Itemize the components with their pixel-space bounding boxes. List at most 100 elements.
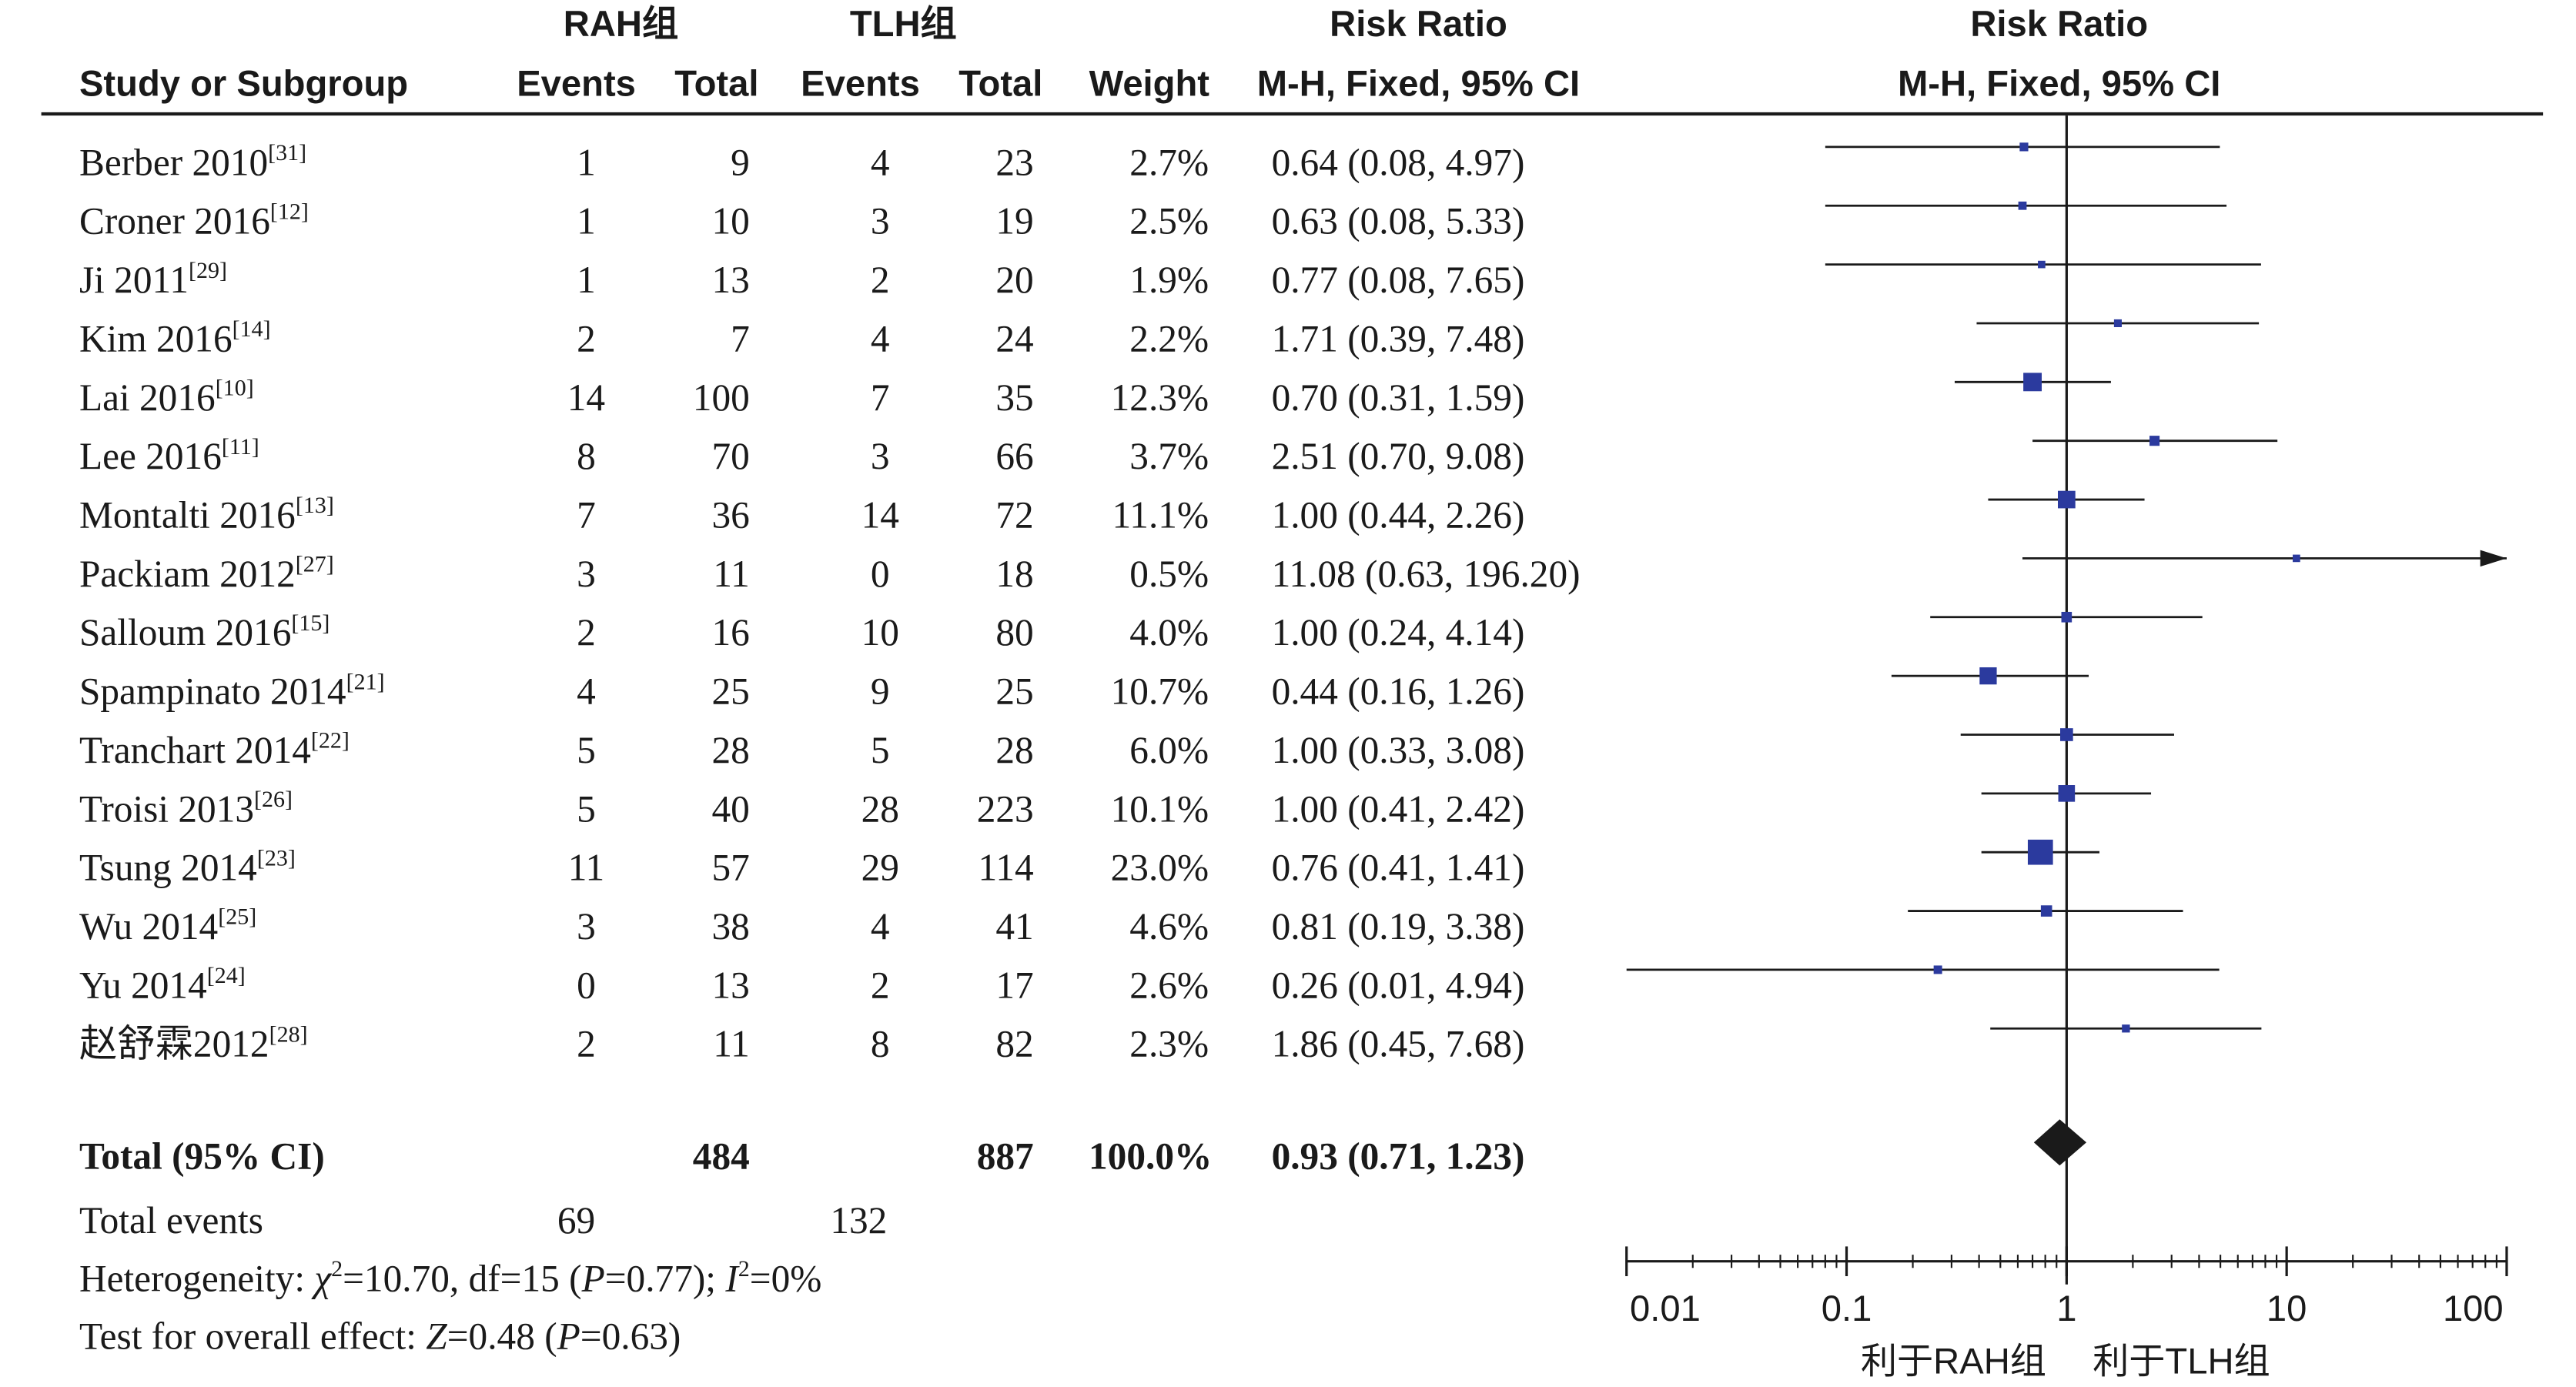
study-marker	[1960, 728, 2174, 741]
total2-cell: 17	[995, 964, 1033, 1006]
study-name: Troisi 2013[26]	[79, 787, 293, 830]
events2-cell: 2	[871, 259, 890, 301]
study-marker	[1976, 319, 2260, 328]
events1-cell: 2	[577, 317, 596, 359]
events2-cell: 4	[871, 905, 890, 948]
events2-cell: 0	[871, 553, 890, 595]
study-name: Tranchart 2014[22]	[79, 728, 350, 771]
table-row: Tranchart 2014[22] 5 28 5 28 6.0% 1.00 (0.33, …	[79, 728, 1524, 771]
weight-cell: 23.0%	[1111, 847, 1209, 889]
weight-cell: 10.1%	[1111, 787, 1209, 830]
point-estimate	[2038, 260, 2046, 269]
study-name-text: Ji 2011	[79, 259, 189, 301]
weight-cell: 4.6%	[1129, 905, 1209, 948]
study-reference: [22]	[311, 728, 350, 754]
study-name-text: Croner 2016	[79, 200, 270, 242]
table-row: Lee 2016[11] 8 70 3 66 3.7% 2.51 (0.70, 9.08)	[79, 434, 1524, 477]
study-marker	[1626, 965, 2220, 974]
study-reference: [28]	[269, 1021, 308, 1047]
total2-cell: 28	[995, 729, 1033, 771]
total1-cell: 36	[711, 494, 749, 536]
total-events-label: Total events	[79, 1199, 263, 1242]
study-marker	[2022, 550, 2507, 567]
total-label: Total (95% CI)	[79, 1135, 325, 1178]
study-name: Tsung 2014[23]	[79, 845, 296, 888]
study-reference: [10]	[216, 375, 254, 400]
study-reference: [24]	[207, 963, 246, 988]
study-marker	[1988, 490, 2145, 509]
study-reference: [27]	[296, 552, 334, 577]
total2-cell: 223	[977, 787, 1034, 830]
total2-cell: 19	[995, 200, 1033, 242]
events1-cell: 0	[577, 964, 596, 1006]
point-estimate	[2019, 142, 2029, 152]
point-estimate	[2023, 373, 2042, 392]
study-name: Yu 2014[24]	[79, 963, 246, 1006]
study-marker	[2032, 436, 2278, 446]
study-marker	[1954, 373, 2111, 392]
table-row: Packiam 2012[27] 3 11 0 18 0.5% 11.08 (0.63, 1…	[79, 552, 1581, 595]
study-name: Lee 2016[11]	[79, 434, 259, 477]
total2-cell: 66	[995, 435, 1033, 477]
weight-cell: 6.0%	[1129, 729, 1209, 771]
study-name: Wu 2014[25]	[79, 904, 256, 948]
study-reference: [26]	[254, 787, 293, 812]
study-reference: [21]	[346, 669, 385, 694]
point-estimate	[2058, 785, 2076, 802]
study-name-text: 赵舒霖2012	[79, 1023, 269, 1065]
total1-cell: 10	[711, 200, 749, 242]
x-tick-label: 0.1	[1822, 1288, 1872, 1329]
total2-cell: 41	[995, 905, 1033, 948]
rr-method-right: M-H, Fixed, 95% CI	[1898, 62, 2220, 103]
table-row: Montalti 2016[13] 7 36 14 72 11.1% 1.00 (0.44,…	[79, 493, 1524, 536]
study-name: Berber 2010[31]	[79, 140, 306, 183]
total2-header: Total	[958, 62, 1042, 103]
total1-header: Total	[674, 62, 758, 103]
events1-cell: 7	[577, 494, 596, 536]
rr-title-left: Risk Ratio	[1330, 3, 1507, 44]
events1-cell: 3	[577, 553, 596, 595]
study-reference: [23]	[257, 845, 296, 871]
study-name: 赵舒霖2012[28]	[79, 1021, 308, 1064]
study-marker	[1990, 1024, 2262, 1033]
point-estimate	[2027, 839, 2053, 865]
study-column-header: Study or Subgroup	[79, 62, 408, 103]
point-estimate	[2060, 728, 2073, 741]
weight-cell: 1.9%	[1129, 259, 1209, 301]
study-name-text: Yu 2014	[79, 964, 207, 1006]
study-name-text: Berber 2010	[79, 141, 268, 183]
table-row: Ji 2011[29] 1 13 2 20 1.9% 0.77 (0.08, 7.65)	[79, 258, 1524, 301]
ci-cell: 0.76 (0.41, 1.41)	[1272, 847, 1525, 889]
total2-cell: 24	[995, 317, 1033, 359]
events1-cell: 2	[577, 1023, 596, 1065]
ci-cell: 0.64 (0.08, 4.97)	[1272, 141, 1525, 183]
table-row: Wu 2014[25] 3 38 4 41 4.6% 0.81 (0.19, 3.38)	[79, 904, 1524, 948]
heterogeneity-text: Heterogeneity: χ2=10.70, df=15 (P=0.77);…	[79, 1256, 821, 1299]
study-marker	[1930, 611, 2203, 623]
total-weight: 100.0%	[1089, 1135, 1212, 1178]
total-t1: 484	[693, 1135, 750, 1178]
study-name: Spampinato 2014[21]	[79, 669, 385, 712]
study-name-text: Montalti 2016	[79, 494, 296, 536]
events1-cell: 5	[577, 729, 596, 771]
point-estimate	[2149, 436, 2160, 446]
ci-cell: 1.00 (0.33, 3.08)	[1272, 729, 1525, 771]
events1-header: Events	[517, 62, 636, 103]
overall-effect-text: Test for overall effect: Z=0.48 (P=0.63)	[79, 1315, 681, 1357]
ci-cell: 0.26 (0.01, 4.94)	[1272, 964, 1525, 1006]
x-tick-label: 1	[2056, 1288, 2076, 1329]
total2-cell: 72	[995, 494, 1033, 536]
total1-cell: 38	[711, 905, 749, 948]
events2-cell: 8	[871, 1023, 890, 1065]
total1-cell: 9	[731, 141, 750, 183]
study-name: Kim 2016[14]	[79, 316, 271, 359]
study-name-text: Salloum 2016	[79, 611, 291, 653]
ci-cell: 2.51 (0.70, 9.08)	[1272, 435, 1525, 477]
study-reference: [14]	[233, 316, 271, 342]
table-row: Spampinato 2014[21] 4 25 9 25 10.7% 0.44 (0.16…	[79, 669, 1524, 712]
rr-method-left: M-H, Fixed, 95% CI	[1257, 62, 1580, 103]
total2-cell: 80	[995, 611, 1033, 653]
study-name-text: Wu 2014	[79, 905, 218, 948]
favours-right-label: 利于TLH组	[2093, 1341, 2270, 1382]
